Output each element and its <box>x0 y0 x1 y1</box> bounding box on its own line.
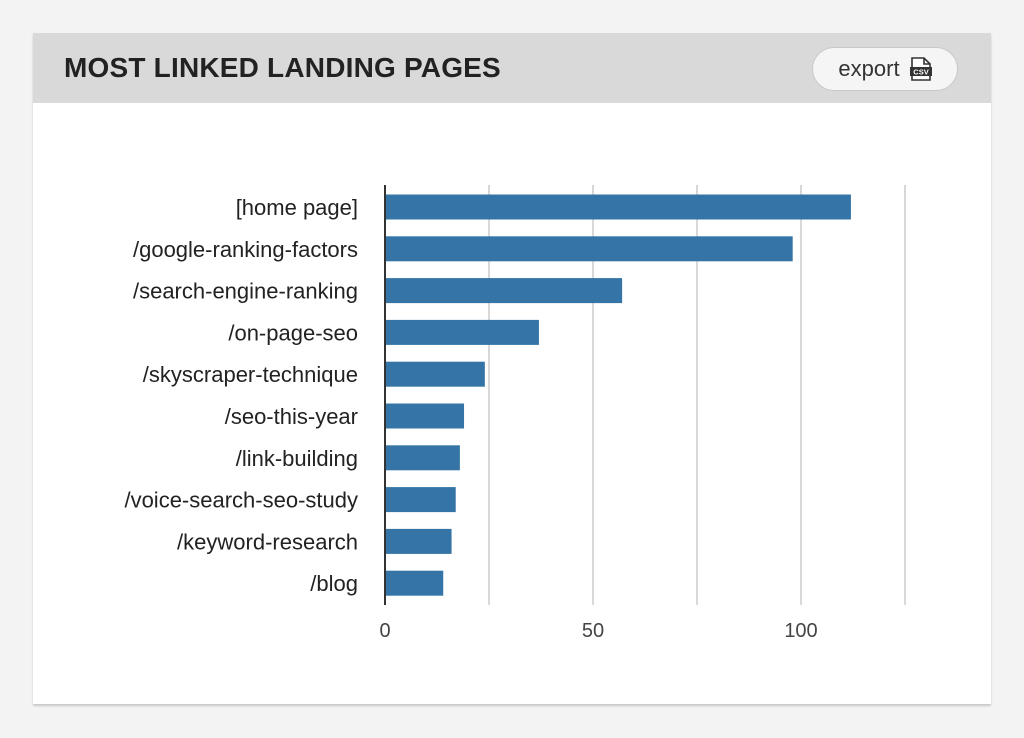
bar <box>385 570 444 596</box>
bar <box>385 487 456 513</box>
bar <box>385 236 793 262</box>
chart-card: MOST LINKED LANDING PAGES export CSV [ho… <box>33 33 991 704</box>
category-label: /google-ranking-factors <box>133 237 358 262</box>
x-tick-label: 0 <box>379 620 390 642</box>
bar <box>385 361 485 387</box>
category-labels: [home page] /google-ranking-factors/searc… <box>124 195 358 596</box>
bar <box>385 403 465 429</box>
bar <box>385 319 539 345</box>
svg-text:CSV: CSV <box>913 68 928 77</box>
bar <box>385 445 460 471</box>
export-button[interactable]: export CSV <box>812 47 958 91</box>
category-label: /search-engine-ranking <box>133 279 358 304</box>
bars <box>385 194 851 596</box>
csv-file-icon: CSV <box>909 57 932 81</box>
x-tick-label: 100 <box>784 620 817 642</box>
category-label: /on-page-seo <box>228 320 358 345</box>
card-header: MOST LINKED LANDING PAGES export CSV <box>33 33 991 103</box>
bar <box>385 278 623 304</box>
category-label: [home page] <box>236 195 358 220</box>
bar <box>385 528 452 554</box>
export-label: export <box>838 56 900 81</box>
page-title: MOST LINKED LANDING PAGES <box>64 52 501 83</box>
category-label: /voice-search-seo-study <box>124 488 358 513</box>
x-tick-label: 50 <box>582 620 604 642</box>
category-label: /skyscraper-technique <box>143 362 358 387</box>
x-tick-labels: 0 50 100 <box>379 620 817 642</box>
category-label: /blog <box>310 571 358 596</box>
category-label: /link-building <box>236 446 358 471</box>
category-label: /keyword-research <box>177 529 358 554</box>
bar <box>385 194 851 220</box>
category-label: /seo-this-year <box>225 404 358 429</box>
bar-chart: [home page] /google-ranking-factors/searc… <box>124 185 906 642</box>
